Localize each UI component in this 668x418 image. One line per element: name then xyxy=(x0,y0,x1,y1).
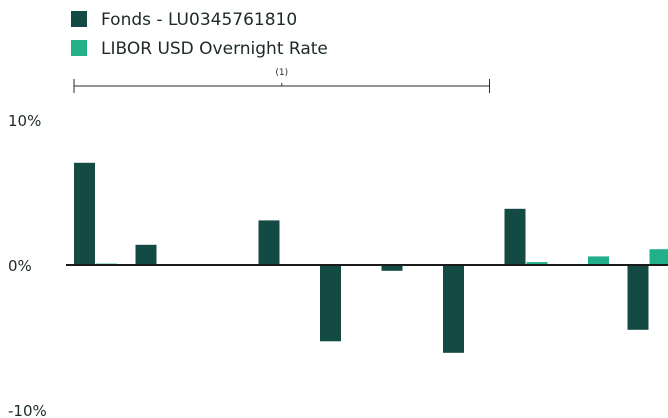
legend-swatch-libor xyxy=(71,40,87,56)
bar-fonds-4 xyxy=(258,220,280,265)
bar-libor-8 xyxy=(526,262,548,265)
bar-fonds-5 xyxy=(320,265,341,342)
bar-fonds-10 xyxy=(627,265,649,330)
y-tick-label-10: 10% xyxy=(8,112,41,130)
legend-label-fonds: Fonds - LU0345761810 xyxy=(101,10,297,30)
legend: Fonds - LU0345761810 LIBOR USD Overnight… xyxy=(71,10,328,59)
y-tick-label-minus-10: -10% xyxy=(8,402,47,418)
bar-fonds-8 xyxy=(504,208,526,265)
period-bracket-label: (1) xyxy=(275,68,288,78)
y-tick-label-0: 0% xyxy=(8,257,32,275)
bar-fonds-7 xyxy=(443,265,464,353)
bar-libor-10 xyxy=(649,249,668,265)
bars xyxy=(74,162,668,353)
legend-item-fonds: Fonds - LU0345761810 xyxy=(71,10,297,30)
bar-fonds-6 xyxy=(381,265,403,271)
legend-swatch-fonds xyxy=(71,11,87,27)
y-axis: 10% 0% -10% xyxy=(8,112,47,418)
bar-fonds-1 xyxy=(74,162,95,265)
bar-fonds-2 xyxy=(135,244,157,265)
legend-item-libor: LIBOR USD Overnight Rate xyxy=(71,39,328,59)
legend-label-libor: LIBOR USD Overnight Rate xyxy=(101,39,328,59)
bar-libor-9 xyxy=(588,256,609,265)
period-bracket: (1) xyxy=(73,68,490,93)
